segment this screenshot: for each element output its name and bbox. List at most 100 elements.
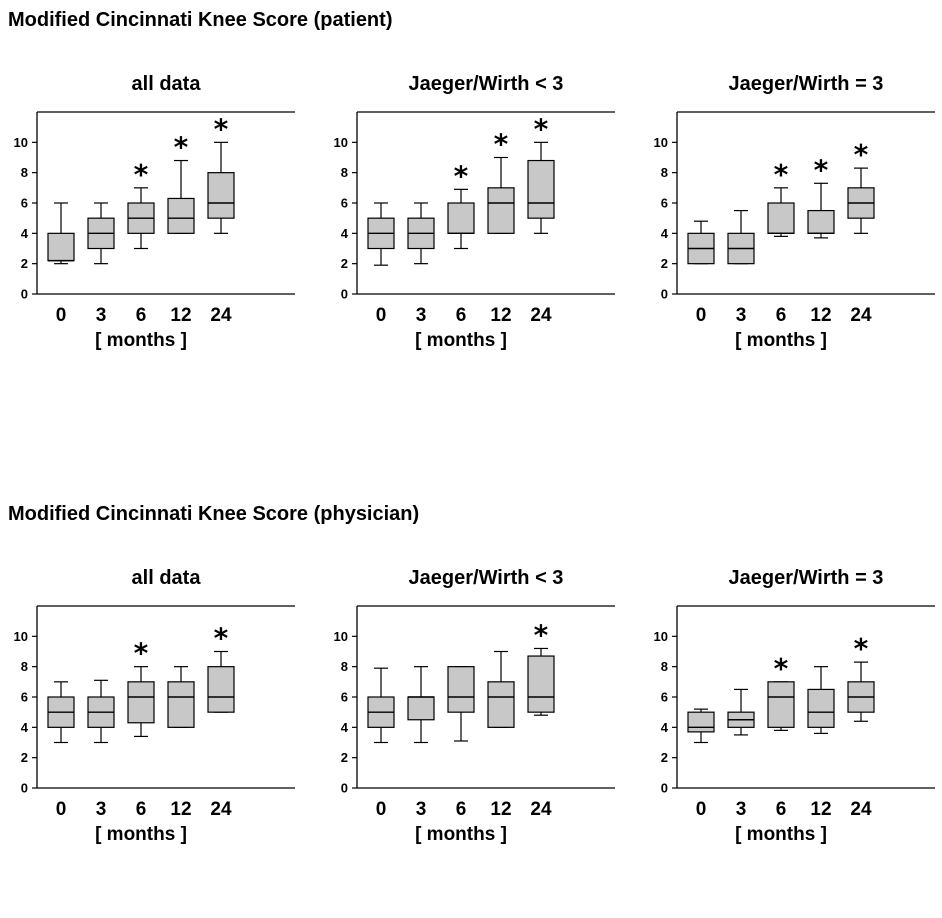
y-tick-label: 0: [661, 781, 668, 796]
x-tick-label: 0: [696, 799, 707, 820]
significance-marker: *: [134, 637, 149, 670]
x-tick-label: 3: [416, 799, 427, 820]
y-tick-label: 2: [341, 750, 348, 765]
significance-marker: *: [814, 153, 829, 186]
x-tick-label: 24: [850, 305, 872, 326]
x-tick-label: 6: [456, 305, 467, 326]
significance-marker: *: [854, 138, 869, 171]
x-tick-label: 12: [170, 305, 191, 326]
x-tick-label: 24: [210, 799, 232, 820]
significance-marker: *: [134, 158, 149, 191]
x-tick-label: 12: [810, 799, 831, 820]
x-tick-label: 6: [776, 799, 787, 820]
x-tick-label: 12: [490, 305, 511, 326]
box-iqr: [207, 666, 235, 713]
box-iqr: [127, 681, 155, 724]
plot-title: Jaeger/Wirth < 3: [409, 73, 564, 95]
plot-title: Jaeger/Wirth = 3: [729, 73, 884, 95]
box-iqr: [407, 696, 435, 721]
box-iqr: [47, 232, 75, 262]
box-iqr: [767, 681, 795, 728]
y-tick-label: 6: [21, 196, 28, 211]
box-iqr: [687, 711, 715, 733]
x-tick-label: 6: [136, 305, 147, 326]
box-iqr: [487, 681, 515, 728]
y-tick-label: 4: [341, 226, 349, 241]
y-tick-label: 0: [661, 287, 668, 302]
box-iqr: [527, 159, 555, 219]
y-tick-label: 6: [341, 690, 348, 705]
significance-marker: *: [174, 131, 189, 164]
x-tick-label: 24: [530, 799, 552, 820]
y-tick-label: 0: [21, 287, 28, 302]
significance-marker: *: [494, 128, 509, 161]
x-tick-label: 3: [96, 799, 107, 820]
plot-patient-all-data: all data 0 2 4 6 8 10 0 3 6 * 12 * 24 *[ months ]: [0, 68, 300, 390]
significance-marker: *: [454, 159, 469, 192]
x-axis-label: [ months ]: [735, 330, 827, 351]
y-tick-label: 8: [21, 165, 28, 180]
plot-physician-all-data: all data 0 2 4 6 8 10 0 3 6 * 12 24 *[ months ]: [0, 562, 300, 884]
x-tick-label: 0: [56, 305, 67, 326]
y-tick-label: 0: [21, 781, 28, 796]
plot-patient-jw-lt3: Jaeger/Wirth < 3 0 2 4 6 8 10 0 3 6 * 12 * 24 *[ month…: [320, 68, 620, 390]
x-tick-label: 6: [136, 799, 147, 820]
box-iqr: [447, 202, 475, 234]
y-tick-label: 8: [661, 659, 668, 674]
x-tick-label: 12: [490, 799, 511, 820]
y-tick-label: 8: [21, 659, 28, 674]
plot-title: all data: [132, 73, 202, 95]
y-tick-label: 2: [661, 750, 668, 765]
x-tick-label: 6: [776, 305, 787, 326]
y-tick-label: 10: [654, 629, 668, 644]
box-iqr: [447, 666, 475, 713]
box-iqr: [487, 187, 515, 234]
significance-marker: *: [774, 158, 789, 191]
y-tick-label: 4: [341, 720, 349, 735]
x-tick-label: 6: [456, 799, 467, 820]
x-axis-label: [ months ]: [95, 824, 187, 845]
y-tick-label: 4: [661, 720, 669, 735]
x-tick-label: 12: [170, 799, 191, 820]
x-axis-label: [ months ]: [735, 824, 827, 845]
x-tick-label: 24: [530, 305, 552, 326]
box-iqr: [167, 197, 195, 234]
y-tick-label: 2: [21, 750, 28, 765]
x-tick-label: 0: [376, 799, 387, 820]
x-axis-label: [ months ]: [415, 330, 507, 351]
y-tick-label: 10: [14, 629, 28, 644]
section-title-physician: Modified Cincinnati Knee Score (physicia…: [8, 503, 420, 525]
x-tick-label: 24: [210, 305, 232, 326]
significance-marker: *: [854, 632, 869, 665]
significance-marker: *: [774, 652, 789, 685]
y-tick-label: 0: [341, 781, 348, 796]
y-tick-label: 10: [334, 629, 348, 644]
x-tick-label: 3: [96, 305, 107, 326]
y-tick-label: 6: [661, 196, 668, 211]
x-axis-label: [ months ]: [95, 330, 187, 351]
x-tick-label: 3: [736, 799, 747, 820]
y-tick-label: 4: [661, 226, 669, 241]
y-tick-label: 0: [341, 287, 348, 302]
y-tick-label: 2: [21, 256, 28, 271]
x-tick-label: 12: [810, 305, 831, 326]
plot-patient-jw-eq3: Jaeger/Wirth = 3 0 2 4 6 8 10 0 3 6 * 12 * 24 *[ month…: [640, 68, 940, 390]
x-tick-label: 24: [850, 799, 872, 820]
plot-title: Jaeger/Wirth = 3: [729, 567, 884, 589]
y-tick-label: 4: [21, 226, 29, 241]
y-tick-label: 10: [14, 135, 28, 150]
y-tick-label: 6: [661, 690, 668, 705]
significance-marker: *: [534, 112, 549, 145]
plot-physician-jw-eq3: Jaeger/Wirth = 3 0 2 4 6 8 10 0 3 6 * 12 24 *[ months…: [640, 562, 940, 884]
x-tick-label: 0: [376, 305, 387, 326]
y-tick-label: 6: [341, 196, 348, 211]
y-tick-label: 8: [341, 659, 348, 674]
plot-title: all data: [132, 567, 202, 589]
section-title-patient: Modified Cincinnati Knee Score (patient): [8, 9, 393, 31]
y-tick-label: 10: [654, 135, 668, 150]
y-tick-label: 2: [661, 256, 668, 271]
